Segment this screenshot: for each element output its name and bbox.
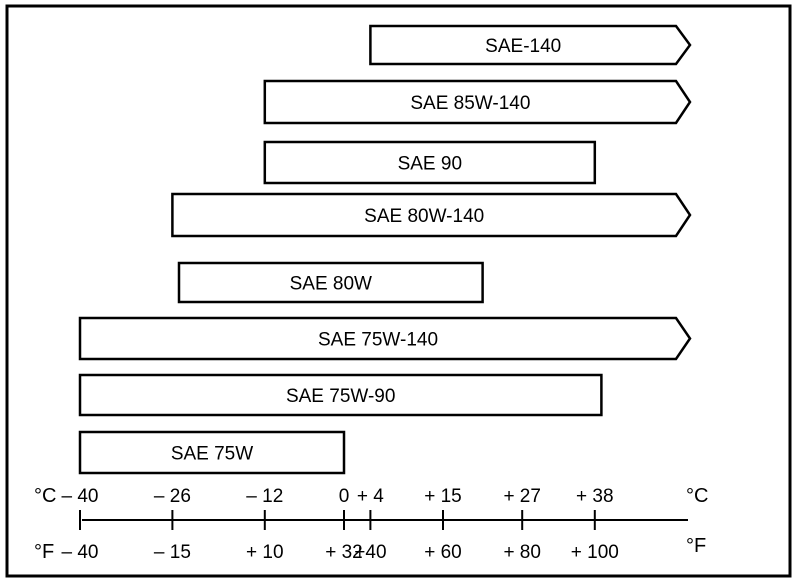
fahrenheit-tick-label: – 15 xyxy=(154,542,191,563)
celsius-tick-label: 0 xyxy=(339,486,350,507)
celsius-unit-left: °C xyxy=(34,485,56,507)
range-bar-sae-80w-140 xyxy=(171,192,692,238)
range-label-sae-75w: SAE 75W xyxy=(171,444,253,465)
range-bar-sae-80w xyxy=(177,261,484,304)
range-bar-sae-85w-140 xyxy=(263,79,692,125)
fahrenheit-tick-label: + 10 xyxy=(246,542,284,563)
fahrenheit-tick-label: +40 xyxy=(354,542,386,563)
range-label-sae-85w-140: SAE 85W-140 xyxy=(410,93,530,114)
celsius-tick-label: – 40 xyxy=(62,486,99,507)
celsius-tick-label: + 15 xyxy=(424,486,462,507)
range-bar-sae-90 xyxy=(263,140,597,185)
celsius-tick-label: + 27 xyxy=(503,486,541,507)
fahrenheit-tick-label: + 100 xyxy=(571,542,619,563)
fahrenheit-unit-left: °F xyxy=(34,541,54,563)
range-bar-sae-75w-90 xyxy=(78,373,603,417)
range-bar-sae-75w-140 xyxy=(78,316,692,361)
range-label-sae-90: SAE 90 xyxy=(398,154,462,175)
range-label-sae-80w-140: SAE 80W-140 xyxy=(364,206,484,227)
fahrenheit-tick-label: + 60 xyxy=(424,542,462,563)
fahrenheit-tick-label: + 32 xyxy=(325,542,363,563)
fahrenheit-tick-label: – 40 xyxy=(62,542,99,563)
range-bar-sae-75w xyxy=(78,430,346,475)
range-bar-sae-140 xyxy=(369,24,692,66)
range-label-sae-80w: SAE 80W xyxy=(290,274,372,295)
celsius-tick-label: + 4 xyxy=(357,486,384,507)
range-label-sae-140: SAE-140 xyxy=(485,36,561,57)
fahrenheit-unit-right: °F xyxy=(686,535,706,557)
range-label-sae-75w-140: SAE 75W-140 xyxy=(318,330,438,351)
celsius-tick-label: + 38 xyxy=(576,486,614,507)
celsius-unit-right: °C xyxy=(686,485,708,507)
range-label-sae-75w-90: SAE 75W-90 xyxy=(286,386,395,407)
celsius-tick-label: – 12 xyxy=(246,486,283,507)
fahrenheit-tick-label: + 80 xyxy=(503,542,541,563)
celsius-tick-label: – 26 xyxy=(154,486,191,507)
